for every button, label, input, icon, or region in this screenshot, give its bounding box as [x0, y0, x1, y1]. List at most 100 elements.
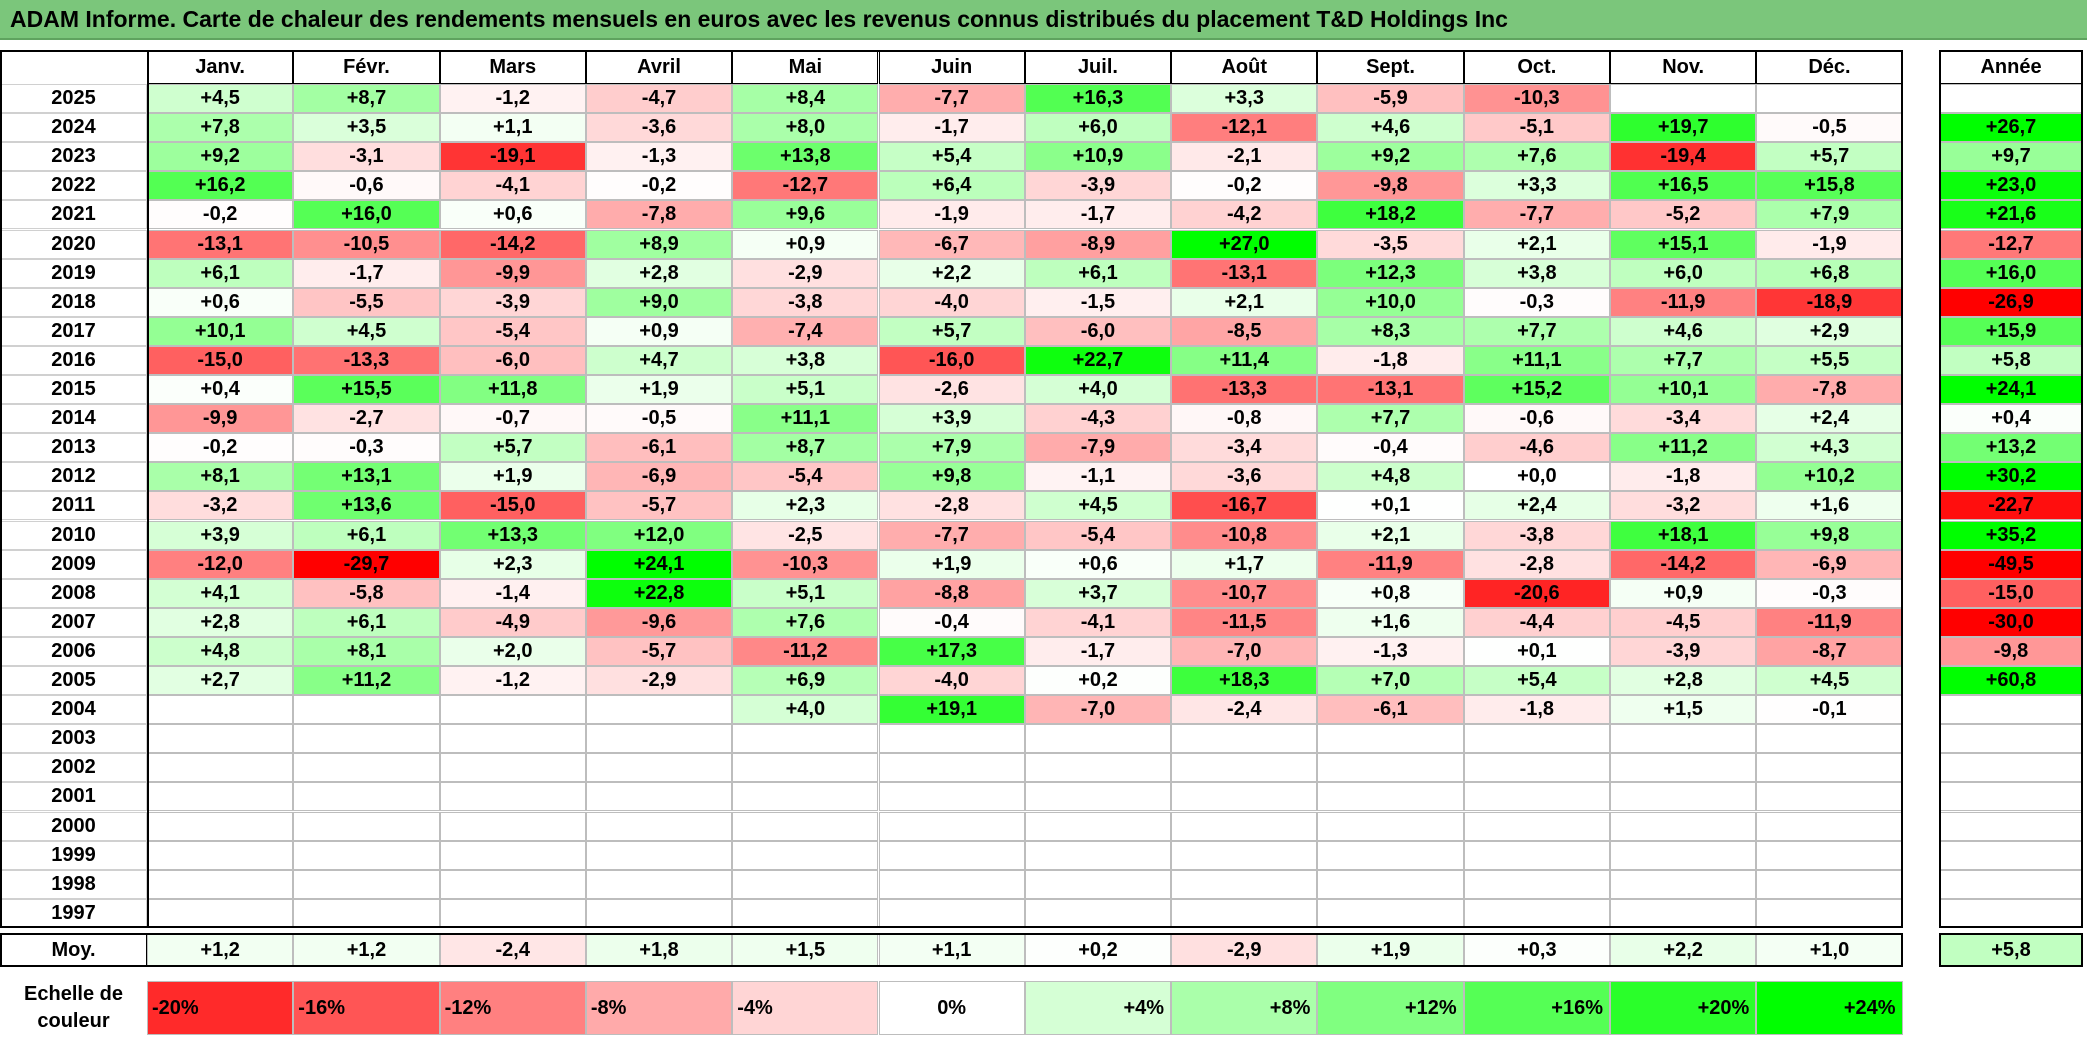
heatmap-cell: -11,9 [1756, 607, 1903, 637]
heatmap-cell [1171, 753, 1318, 783]
color-scale-step: -16% [293, 981, 440, 1035]
heatmap-cell: -13,3 [1171, 375, 1318, 405]
heatmap-cell: +7,8 [147, 113, 294, 143]
heatmap-cell: -4,7 [585, 84, 733, 114]
heatmap-cell [293, 782, 440, 812]
heatmap-cell: -5,7 [585, 636, 733, 666]
heatmap-cell [1024, 811, 1172, 841]
heatmap-cell [878, 898, 1025, 928]
heatmap-cell: -15,0 [439, 491, 586, 521]
heatmap-cell: -1,2 [439, 666, 586, 696]
heatmap-cell: +8,4 [732, 84, 879, 114]
heatmap-cell: +3,3 [1171, 84, 1318, 114]
annual-cell [1939, 724, 2083, 754]
heatmap-cell: -0,2 [1171, 171, 1318, 201]
heatmap-cell [1756, 811, 1903, 841]
heatmap-cell [439, 695, 586, 725]
heatmap-cell: -7,8 [1756, 375, 1903, 405]
heatmap-cell [732, 840, 879, 870]
annual-cell [1939, 869, 2083, 899]
page-title: ADAM Informe. Carte de chaleur des rende… [10, 6, 1508, 32]
color-scale-step: +16% [1463, 981, 1610, 1035]
heatmap-cell: +0,4 [147, 375, 294, 405]
heatmap-cell [1756, 724, 1903, 754]
row-year-label: 2006 [0, 636, 147, 666]
heatmap-cell: -1,3 [585, 142, 733, 172]
heatmap-cell: +18,2 [1317, 200, 1464, 230]
heatmap-cell [1610, 898, 1757, 928]
heatmap-cell: -16,7 [1171, 491, 1318, 521]
month-header: Mai [732, 50, 879, 84]
heatmap-cell: -19,1 [439, 142, 586, 172]
heatmap-cell: +18,3 [1171, 666, 1318, 696]
heatmap-cell: -10,3 [732, 549, 879, 579]
row-year-label: 2004 [0, 695, 147, 725]
heatmap-cell: -6,9 [1756, 549, 1903, 579]
heatmap-cell [293, 695, 440, 725]
annual-cell: +23,0 [1939, 171, 2083, 201]
heatmap-cell: -4,0 [878, 287, 1025, 317]
row-year-label: 2013 [0, 433, 147, 463]
heatmap-cell: +7,9 [878, 433, 1025, 463]
heatmap-cell: -13,1 [1171, 258, 1318, 288]
heatmap-cell: -6,1 [585, 433, 733, 463]
row-year-label: 2025 [0, 84, 147, 114]
heatmap-cell: +4,8 [147, 636, 294, 666]
heatmap-cell: +19,1 [878, 695, 1025, 725]
heatmap-cell: +1,9 [585, 375, 733, 405]
heatmap-cell: -5,5 [293, 287, 440, 317]
heatmap-cell: -5,4 [439, 316, 586, 346]
heatmap-cell: +6,1 [147, 258, 294, 288]
heatmap-cell: +8,7 [293, 84, 440, 114]
heatmap-cell: +1,7 [1171, 549, 1318, 579]
row-year-label: 2012 [0, 462, 147, 492]
heatmap-cell: -1,5 [1024, 287, 1172, 317]
heatmap-cell: -2,4 [1171, 695, 1318, 725]
annual-cell: +16,0 [1939, 258, 2083, 288]
heatmap-cell: -7,9 [1024, 433, 1172, 463]
heatmap-cell: +0,1 [1317, 491, 1464, 521]
heatmap-cell: +2,9 [1756, 316, 1903, 346]
heatmap-cell: -3,5 [1317, 229, 1464, 259]
heatmap-cell: +5,1 [732, 578, 879, 608]
heatmap-cell: +13,8 [732, 142, 879, 172]
heatmap-cell [1610, 840, 1757, 870]
heatmap-cell [1317, 898, 1464, 928]
row-year-label: 2007 [0, 607, 147, 637]
heatmap-cell: -0,5 [585, 404, 733, 434]
month-header: Mars [439, 50, 586, 84]
heatmap-cell: -4,6 [1463, 433, 1610, 463]
heatmap-cell [732, 724, 879, 754]
average-annual-cell: +5,8 [1939, 933, 2083, 967]
color-scale-step: -20% [147, 981, 294, 1035]
annual-cell [1939, 898, 2083, 928]
year-column-header: Année [1939, 50, 2083, 84]
heatmap-cell: +4,3 [1756, 433, 1903, 463]
heatmap-cell [1463, 782, 1610, 812]
row-year-label: 2018 [0, 287, 147, 317]
heatmap-cell: +6,0 [1610, 258, 1757, 288]
heatmap-cell [293, 840, 440, 870]
color-scale-step: -12% [439, 981, 586, 1035]
heatmap-cell: -6,9 [585, 462, 733, 492]
heatmap-cell: -4,2 [1171, 200, 1318, 230]
annual-cell: +13,2 [1939, 433, 2083, 463]
heatmap-cell: +10,1 [1610, 375, 1757, 405]
heatmap-cell: +18,1 [1610, 520, 1757, 550]
heatmap-cell [1610, 869, 1757, 899]
row-year-label: 2015 [0, 375, 147, 405]
heatmap-cell [1756, 840, 1903, 870]
heatmap-cell [1463, 898, 1610, 928]
heatmap-cell: -2,8 [878, 491, 1025, 521]
heatmap-cell [439, 753, 586, 783]
heatmap-cell: -3,9 [1610, 636, 1757, 666]
heatmap-cell: +3,8 [1463, 258, 1610, 288]
heatmap-cell: -6,0 [439, 345, 586, 375]
heatmap-cell [1610, 84, 1757, 114]
row-year-label: 2024 [0, 113, 147, 143]
heatmap-cell: +8,1 [147, 462, 294, 492]
heatmap-cell [878, 782, 1025, 812]
heatmap-cell: -0,2 [147, 433, 294, 463]
row-year-label: 2014 [0, 404, 147, 434]
heatmap-cell: +11,1 [1463, 345, 1610, 375]
